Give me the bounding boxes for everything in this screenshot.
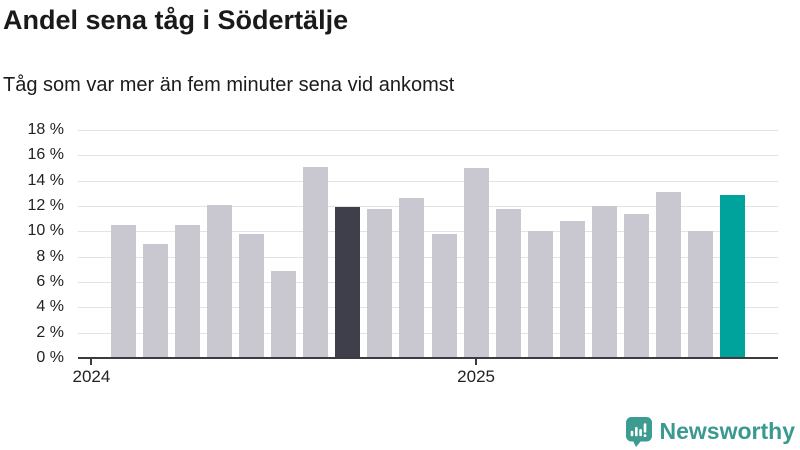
y-axis-tick-label: 12 %: [27, 197, 64, 214]
bar-2025-07: [655, 192, 681, 358]
newsworthy-bar-chart-icon: [625, 416, 653, 447]
bar-2024-06: [239, 233, 265, 358]
y-axis-tick-label: 14 %: [27, 171, 64, 189]
gridline: [78, 206, 778, 207]
plot-area: [78, 130, 778, 359]
x-axis-tick: [475, 359, 478, 365]
x-axis-line: [78, 356, 778, 359]
newsworthy-wordmark: Newsworthy: [659, 418, 795, 444]
bar-2024-03: [143, 244, 169, 358]
y-axis-tick-label: 4 %: [36, 298, 64, 316]
y-axis-tick-label: 18 %: [27, 121, 64, 138]
x-axis-tick-label: 2025: [457, 367, 495, 386]
bar-2024-05: [207, 204, 233, 358]
bar-2025-02: [495, 208, 521, 358]
gridline: [78, 256, 778, 258]
y-axis-tick-label: 8 %: [36, 247, 64, 265]
bar-2024-12: [431, 233, 457, 358]
y-axis-tick-label: 6 %: [36, 273, 64, 290]
y-axis-tick-label: 0 %: [36, 349, 64, 366]
x-axis-tick-label: 2024: [72, 367, 111, 386]
gridline: [78, 332, 778, 334]
y-axis-tick-label: 2 %: [36, 323, 64, 341]
bar-2024-09: [335, 207, 361, 358]
gridline: [78, 282, 778, 283]
chart-title: Andel sena tåg i Södertälje: [3, 5, 349, 35]
bar-2024-10: [367, 208, 393, 358]
gridline: [78, 307, 778, 309]
bar-2024-02: [111, 225, 136, 358]
gridline: [78, 231, 778, 233]
y-axis-tick-label: 16 %: [27, 146, 64, 164]
bar-2024-11: [399, 198, 425, 358]
gridline: [78, 180, 778, 182]
bar-2025-01: [463, 168, 489, 358]
bar-2025-09: [720, 194, 745, 358]
gridline: [78, 155, 778, 157]
y-axis-tick-label: 10 %: [27, 222, 64, 240]
bar-2024-07: [271, 270, 297, 358]
bar-2024-04: [175, 225, 201, 358]
bar-2025-03: [527, 231, 553, 358]
bar-2025-05: [591, 206, 617, 358]
bar-2024-08: [303, 166, 329, 358]
x-axis-tick: [90, 359, 93, 365]
newsworthy-logo[interactable]: Newsworthy: [625, 416, 795, 447]
bar-2025-04: [559, 221, 585, 358]
bar-2025-08: [687, 231, 713, 358]
chart-subtitle: Tåg som var mer än fem minuter sena vid …: [3, 74, 455, 96]
bar-2025-06: [623, 213, 649, 358]
gridline: [78, 130, 778, 131]
